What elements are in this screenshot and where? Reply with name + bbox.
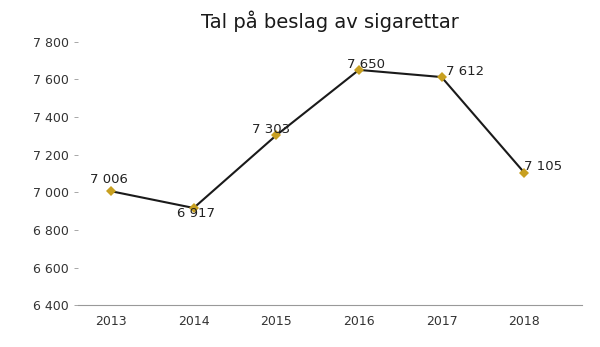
Text: 7 612: 7 612: [446, 65, 484, 78]
Text: 6 917: 6 917: [177, 207, 215, 220]
Text: 7 006: 7 006: [91, 174, 128, 186]
Text: 7 105: 7 105: [524, 160, 562, 174]
Text: 7 650: 7 650: [347, 58, 385, 71]
Title: Tal på beslag av sigarettar: Tal på beslag av sigarettar: [201, 10, 459, 32]
Text: 7 303: 7 303: [251, 123, 290, 136]
